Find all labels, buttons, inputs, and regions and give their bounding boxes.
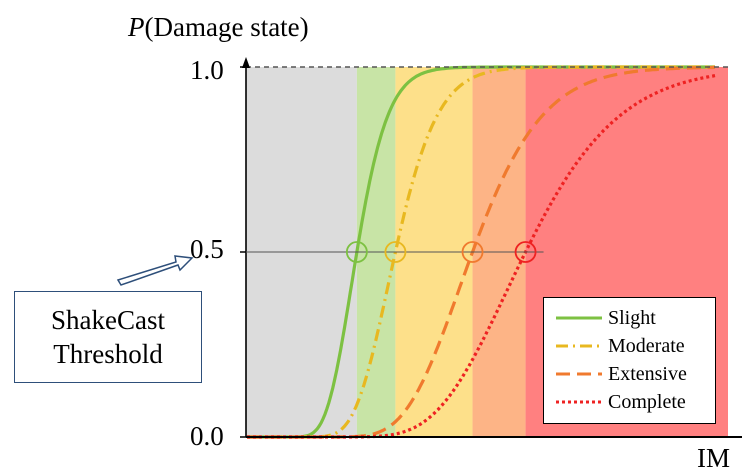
legend-label-extensive: Extensive [608,362,687,385]
callout-arrow [116,255,194,286]
marker-slight [345,241,368,263]
y-axis-label: P(Damage state) [127,12,309,42]
legend-swatch-slight [556,316,602,320]
legend-item-slight: Slight [544,304,715,332]
y-axis-label-italic: P [127,12,145,42]
legend-label-complete: Complete [608,390,686,413]
x-axis-label: IM [697,443,730,473]
shakecast-threshold-callout: ShakeCast Threshold [14,291,202,383]
marker-moderate [384,241,407,263]
y-tick-1: 1.0 [190,55,224,85]
legend-item-moderate: Moderate [544,332,715,360]
legend-swatch-complete [556,400,602,404]
legend-swatch-moderate [556,344,602,348]
legend: Slight Moderate Extensive Complete [543,297,716,424]
threshold-markers [345,241,537,263]
axes [240,57,742,438]
legend-label-slight: Slight [608,306,656,329]
y-axis-label-rest: (Damage state) [145,12,309,42]
legend-item-extensive: Extensive [544,360,715,388]
marker-complete [514,241,537,263]
callout-line-2: Threshold [53,339,163,369]
y-tick-0: 0.0 [190,421,224,451]
marker-extensive [461,241,484,263]
callout-line-1: ShakeCast [51,305,165,335]
legend-swatch-extensive [556,372,602,376]
legend-item-complete: Complete [544,388,715,416]
legend-label-moderate: Moderate [608,334,685,357]
y-axis-arrow [242,57,250,68]
curve-extensive [247,65,716,439]
y-tick-05: 0.5 [190,234,224,264]
